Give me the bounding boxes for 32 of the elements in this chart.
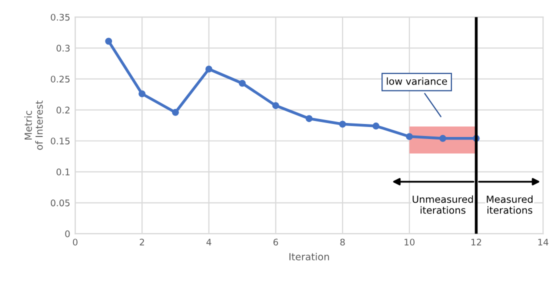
point (339, 120, 346, 128)
annotation: Measured iterations (486, 195, 533, 214)
x-axis-title: Iteration (289, 252, 329, 260)
point (205, 66, 212, 73)
x-tick-label: 6 (273, 238, 278, 246)
y-tick-label: 0.25 (50, 76, 70, 83)
point (372, 122, 380, 130)
y-tick-label: 0.35 (50, 14, 70, 21)
annotation: Unmeasured iterations (412, 195, 473, 214)
x-tick-label: 14 (538, 238, 548, 246)
point (172, 108, 179, 116)
y-tick-label: 0.15 (50, 138, 70, 144)
x-tick-label: 12 (471, 238, 482, 246)
x-tick-label: 2 (140, 238, 144, 246)
point (406, 133, 413, 140)
point (306, 115, 313, 122)
x-tick-label: 4 (206, 238, 212, 246)
y-tick-label: 0 (65, 230, 70, 238)
x-tick-label: 8 (340, 238, 345, 246)
x-tick-label: 10 (404, 238, 415, 246)
point (439, 134, 446, 142)
annotation: low variance (386, 77, 448, 85)
y-tick-label: 0.05 (50, 199, 70, 206)
y-tick-label: 0.2 (56, 106, 70, 114)
point (238, 80, 246, 87)
point (138, 90, 146, 98)
y-tick-label: 0.1 (56, 168, 70, 176)
x-tick-label: 0 (72, 238, 78, 246)
point (272, 102, 280, 110)
y-axis-title: Metric of Interest (24, 100, 43, 150)
y-tick-label: 0.3 (56, 44, 70, 52)
point (105, 38, 112, 45)
